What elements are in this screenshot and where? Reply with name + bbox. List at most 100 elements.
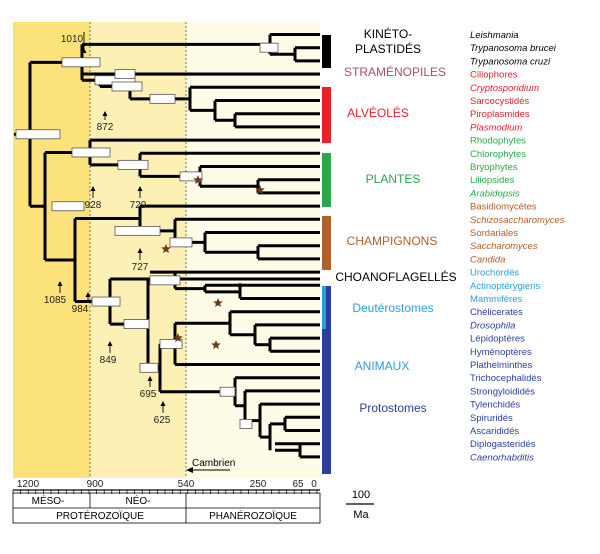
confidence-bar <box>179 171 203 182</box>
eon-phanerozoic: PHANÉROZOÏQUE <box>209 509 297 522</box>
bg-phanerozoic <box>186 22 320 478</box>
taxon-label: Actinoptérygiens <box>470 281 540 292</box>
taxon-label: Chélicerates <box>470 307 523 318</box>
taxon-label: Urochordés <box>470 268 519 279</box>
node-age-label: 1085 <box>44 295 67 306</box>
confidence-bar <box>61 57 101 68</box>
confidence-bar <box>111 81 143 92</box>
confidence-bar <box>149 93 176 104</box>
taxon-label: Tylenchidés <box>470 400 520 411</box>
era-neo: NÉO- <box>126 494 151 507</box>
fungi-bar <box>322 216 331 270</box>
node-arrowhead <box>57 281 63 286</box>
star-marker <box>211 340 221 349</box>
group-choanoflagellates: CHOANOFLAGELLÉS <box>335 269 456 284</box>
taxon-label: Caenorhabditis <box>470 452 534 463</box>
node-arrowhead <box>160 401 166 406</box>
confidence-bar <box>15 129 61 140</box>
group-fungi: CHAMPIGNONS <box>347 234 438 248</box>
group-alveolates: ALVÉOLÉS <box>347 105 409 120</box>
taxon-label: Schizosaccharomyces <box>470 215 565 226</box>
star-marker <box>255 185 265 194</box>
node-arrowhead <box>90 186 96 191</box>
node-age-label: 695 <box>140 389 157 400</box>
cambrian-label: Cambrien <box>192 458 235 469</box>
taxon-label: Diplogasteridés <box>470 439 536 450</box>
taxa-list: Leishmania Trypanosoma brucei Trypanosoma … <box>469 30 565 463</box>
taxon-label: Ascarididés <box>470 426 519 437</box>
confidence-bar <box>159 338 183 349</box>
node-arrowhead <box>137 186 143 191</box>
taxon-label: Strongyloididés <box>470 386 535 397</box>
confidence-bar <box>117 159 149 170</box>
group-protostomes: Protostomes <box>359 401 426 415</box>
taxon-label: Trypanosoma cruzi <box>470 56 551 67</box>
node-age-label: 984 <box>72 304 89 315</box>
tick-1200: 1200 <box>17 479 40 490</box>
star-marker <box>193 175 203 184</box>
tick-250: 250 <box>250 479 267 490</box>
taxon-label: Mammifères <box>470 294 523 305</box>
confidence-bar <box>51 201 85 212</box>
confidence-bar <box>71 147 111 158</box>
taxon-label: Sarcocystidés <box>470 96 529 107</box>
taxon-label: Candida <box>470 254 505 265</box>
node-arrowhead <box>85 292 91 297</box>
node-arrowhead <box>147 376 153 381</box>
confidence-bar <box>114 225 161 236</box>
group-kinetoplastids-line2: PLASTIDÉS <box>355 41 421 56</box>
taxon-label: Plathelminthes <box>470 360 533 371</box>
taxon-label: Drosophila <box>470 320 515 331</box>
tick-0: 0 <box>311 479 317 490</box>
tick-900: 900 <box>87 479 104 490</box>
taxon-label: Rhodophytes <box>470 136 526 147</box>
animals-bar <box>322 286 331 474</box>
node-age-label: 729 <box>130 200 147 211</box>
node-arrowhead <box>137 248 143 253</box>
taxon-label: Piroplasmides <box>470 109 530 120</box>
confidence-bar <box>219 386 236 397</box>
eon-proterozoic: PROTÉROZOÏQUE <box>56 509 144 522</box>
taxon-label: Leishmania <box>470 30 519 41</box>
node-age-labels: 1010 872 928 729 727 1085 984 849 695 625 <box>44 32 171 426</box>
taxon-label: Bryophytes <box>470 162 518 173</box>
tick-65: 65 <box>292 479 304 490</box>
taxon-label: Cryptosporidium <box>470 83 539 94</box>
kinetoplastids-bar <box>322 35 331 68</box>
scale-unit: Ma <box>353 509 369 521</box>
plants-bar <box>322 153 331 207</box>
taxon-label: Plasmodium <box>470 122 522 133</box>
confidence-bar <box>114 69 136 79</box>
taxon-label: Trichocephalidés <box>470 373 542 384</box>
group-plants: PLANTES <box>366 172 421 186</box>
group-labels: KINÉTO- PLASTIDÉS STRAMÉNOPILES ALVÉOLÉS… <box>335 26 456 415</box>
group-stramenopiles: STRAMÉNOPILES <box>344 64 446 79</box>
confidence-bar <box>149 275 181 286</box>
group-deuterostomes: Deutérostomes <box>352 301 433 315</box>
confidence-bars <box>15 42 279 429</box>
group-animals: ANIMAUX <box>355 359 410 373</box>
deuterostomes-highlight <box>322 286 326 329</box>
star-marker <box>213 298 223 307</box>
node-age-label: 928 <box>85 200 102 211</box>
time-axis: 1200 900 540 250 65 0 Cambrien MÉSO- NÉO… <box>12 458 374 524</box>
era-meso: MÉSO- <box>32 494 65 507</box>
scale-value: 100 <box>352 489 370 501</box>
taxon-label: Chlorophytes <box>470 149 526 160</box>
node-age-label: 625 <box>154 415 171 426</box>
confidence-bar <box>169 237 193 248</box>
tick-540: 540 <box>178 479 195 490</box>
cambrian-arrowhead <box>186 467 193 473</box>
group-kinetoplastids-line1: KINÉTO- <box>364 26 412 41</box>
node-age-label: 1010 <box>61 34 84 45</box>
node-arrowhead <box>107 341 113 346</box>
star-marker <box>173 333 183 342</box>
taxon-label: Saccharomyces <box>470 241 538 252</box>
taxon-label: Basidiomycètes <box>470 202 537 213</box>
taxon-label: Lépidoptères <box>470 334 525 345</box>
node-arrowhead <box>81 48 87 53</box>
node-age-label: 849 <box>100 355 117 366</box>
node-age-label: 872 <box>97 122 114 133</box>
star-marker <box>161 244 171 253</box>
